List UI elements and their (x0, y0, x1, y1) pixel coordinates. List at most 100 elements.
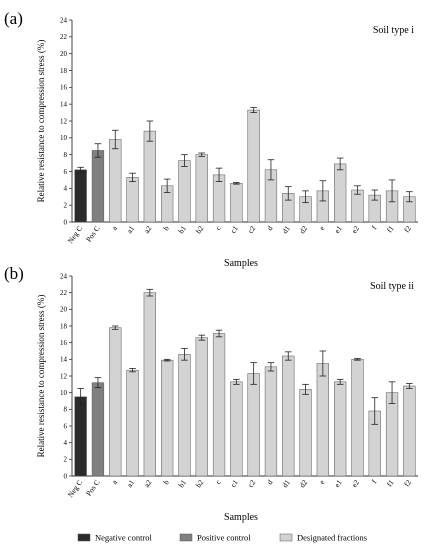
bar-e2 (351, 189, 364, 223)
x-tick-label: Neg C (66, 478, 84, 499)
x-tick-label: f (370, 478, 379, 486)
bar-pos-c (91, 150, 105, 223)
bar-d (264, 366, 278, 477)
y-tick-label: 4 (64, 185, 68, 193)
x-tick-label: e2 (350, 224, 362, 235)
y-tick-label: 0 (64, 218, 68, 226)
x-tick-label: e (317, 477, 327, 485)
panel-label: (b) (4, 264, 24, 283)
y-tick-label: 4 (64, 439, 68, 447)
x-tick-label: b (161, 224, 171, 232)
y-tick-label: 20 (60, 306, 68, 314)
x-tick-label: Neg C (66, 224, 84, 245)
x-tick-label: b1 (176, 224, 188, 236)
x-tick-label: e1 (332, 478, 344, 489)
x-tick-label: a (110, 223, 120, 231)
bar-e1 (334, 381, 347, 477)
x-tick-label: a (110, 477, 120, 485)
y-tick-label: 20 (60, 50, 68, 58)
bar-f1 (385, 392, 399, 477)
x-tick-label: f (370, 224, 379, 232)
x-tick-label: c2 (246, 478, 258, 489)
x-tick-label: c (213, 223, 223, 231)
x-tick-label: d1 (280, 478, 292, 490)
y-tick-label: 12 (60, 117, 68, 125)
bar-a2 (143, 292, 156, 477)
panel-label: (a) (4, 9, 23, 28)
x-tick-label: f1 (385, 224, 396, 234)
x-tick-label: a2 (142, 478, 154, 489)
x-tick-label: f2 (402, 478, 413, 488)
bar-a1 (126, 177, 139, 223)
legend-label-des: Designated fractions (297, 533, 367, 543)
bar-a2 (143, 130, 156, 223)
legend-swatch-neg (77, 533, 91, 542)
y-tick-label: 22 (60, 33, 68, 41)
x-tick-label: b (161, 478, 171, 486)
x-tick-label: d1 (280, 224, 292, 236)
x-tick-label: c (213, 477, 223, 485)
bar-d2 (299, 389, 312, 477)
x-axis-title: Samples (224, 512, 258, 523)
bar-pos-c (91, 382, 105, 477)
bar-b (161, 359, 174, 477)
legend-swatch-pos (179, 533, 193, 542)
x-tick-label: e (317, 223, 327, 231)
bar-a1 (126, 369, 139, 477)
y-tick-label: 10 (60, 134, 68, 142)
bar-b2 (195, 337, 208, 477)
x-tick-label: d (265, 478, 275, 486)
x-tick-label: d2 (298, 224, 310, 236)
y-tick-label: 24 (60, 16, 68, 24)
y-tick-label: 12 (60, 372, 68, 380)
legend-label-neg: Negative control (95, 533, 153, 543)
bar-f2 (403, 385, 416, 477)
legend-swatch-des (279, 533, 293, 542)
y-tick-label: 6 (64, 422, 68, 430)
y-tick-label: 22 (60, 289, 68, 297)
bar-c2 (247, 109, 260, 223)
bar-e2 (351, 359, 364, 477)
panel-b: (b)Soil type ii024681012141618202224Rela… (4, 264, 418, 523)
x-tick-label: e2 (350, 478, 362, 489)
bar-neg-c (74, 396, 87, 477)
x-tick-label: a1 (125, 224, 137, 235)
x-tick-label: Pos C (84, 478, 102, 498)
x-tick-label: c1 (229, 224, 241, 235)
x-tick-label: d (265, 224, 275, 232)
x-tick-label: a2 (142, 224, 154, 235)
x-tick-label: b2 (194, 224, 206, 236)
y-tick-label: 14 (60, 356, 68, 364)
x-tick-label: d2 (298, 478, 310, 490)
x-axis-title: Samples (224, 258, 258, 269)
x-tick-label: f2 (402, 224, 413, 234)
bar-c1 (230, 183, 243, 223)
y-tick-label: 10 (60, 389, 68, 397)
bar-d1 (282, 355, 295, 477)
bar-c2 (247, 373, 260, 477)
bar-neg-c (74, 169, 87, 223)
bar-c1 (230, 381, 243, 477)
y-tick-label: 18 (60, 67, 68, 75)
bar-e1 (334, 163, 347, 223)
y-axis-title: Relative resistance to compression stres… (36, 40, 46, 203)
y-tick-label: 8 (64, 406, 68, 414)
y-tick-label: 8 (64, 151, 68, 159)
x-tick-label: b1 (176, 478, 188, 490)
bar-b1 (178, 354, 191, 477)
x-tick-label: c1 (229, 478, 241, 489)
y-tick-label: 6 (64, 168, 68, 176)
y-tick-label: 2 (64, 456, 68, 464)
x-tick-label: e1 (332, 224, 344, 235)
bar-c (212, 333, 226, 477)
x-tick-label: Pos C (84, 224, 102, 244)
legend-label-pos: Positive control (197, 533, 251, 543)
y-tick-label: 18 (60, 322, 68, 330)
panel-a: (a)Soil type i024681012141618202224Relat… (4, 9, 418, 269)
y-tick-label: 16 (60, 84, 68, 92)
y-axis-title: Relative resistance to compression stres… (36, 295, 46, 458)
y-tick-label: 16 (60, 339, 68, 347)
y-tick-label: 0 (64, 472, 68, 480)
y-tick-label: 2 (64, 202, 68, 210)
